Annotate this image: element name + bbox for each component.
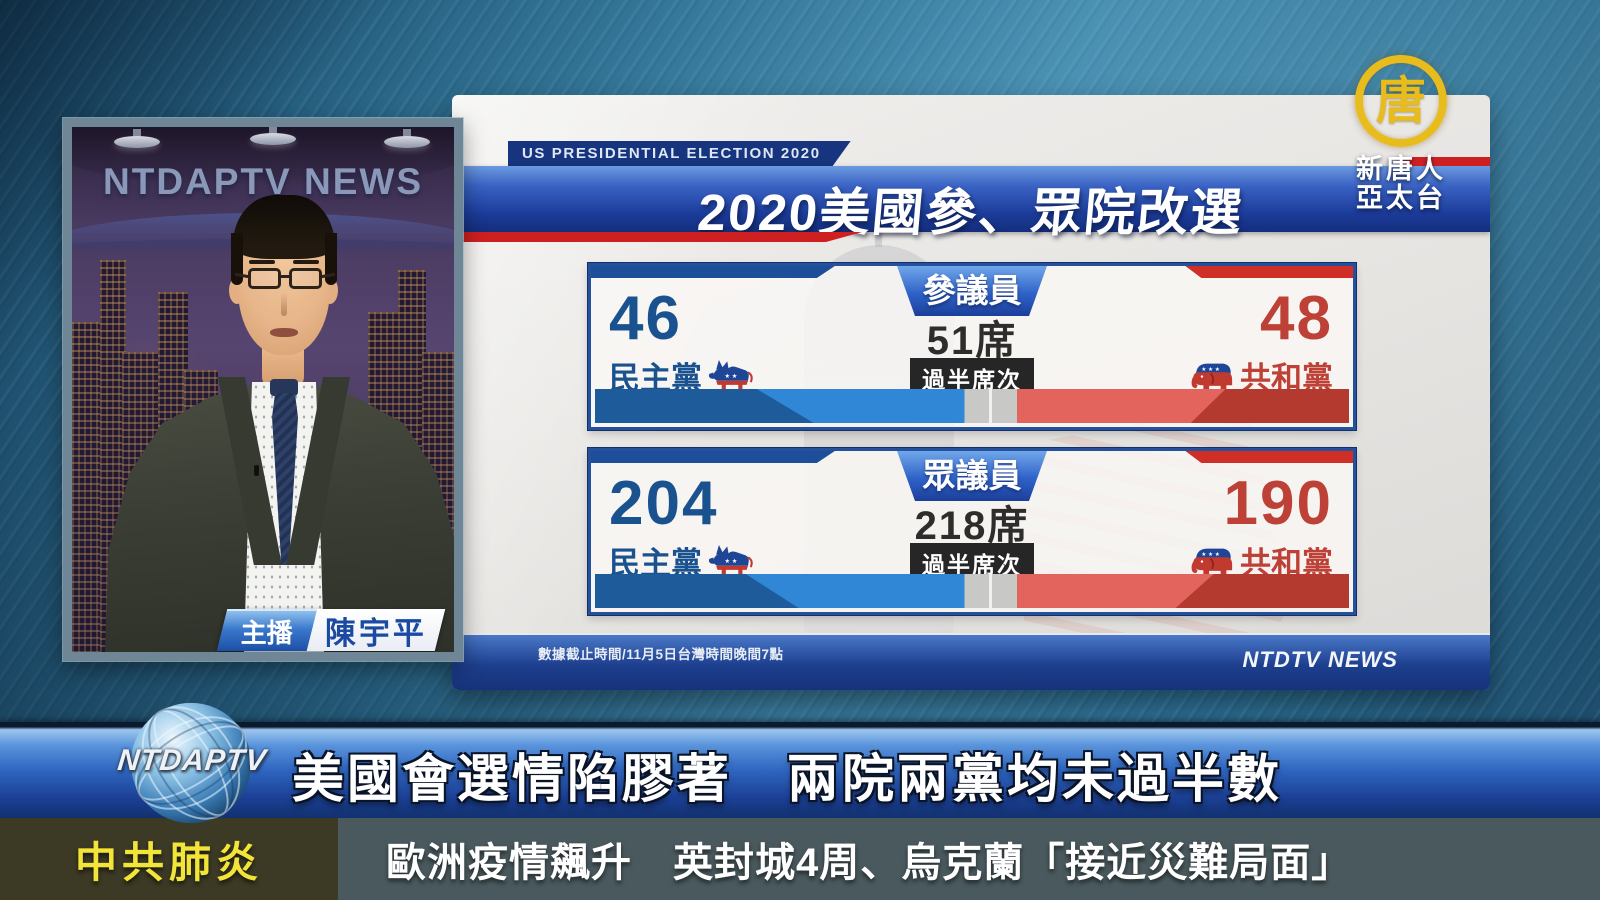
studio-backdrop-brand: NTDAPTV NEWS [72,161,454,203]
anchor-video-window: NTDAPTV NEWS [62,117,464,662]
anchor-mouth [270,328,298,337]
glasses-icon [289,268,322,289]
anchor-hair [231,195,337,285]
majority-seats: 51席 [926,319,1018,363]
bar-divider [988,574,992,608]
kicker-tag: US PRESIDENTIAL ELECTION 2020 [508,141,851,166]
democrat-donkey-icon: ★ ★ [708,545,753,579]
rep-corner-band [1185,266,1353,278]
office-header: 眾議員 [897,451,1047,501]
anchor-tie [270,379,298,396]
republican-elephant-icon: ★ ★ ★ [1191,548,1233,578]
rep-bar-segment [1175,574,1349,608]
channel-bug-icon: 唐 [1355,55,1447,147]
anchor-eyebrow [249,260,275,264]
glasses-icon [248,268,281,289]
channel-bug: 唐 新唐人 亞太台 [1336,55,1466,213]
studio-light-icon [384,129,430,148]
election-graphic-board: US PRESIDENTIAL ELECTION 2020 2020美國參、眾院… [452,95,1490,690]
news-ticker: 中共肺炎 歐洲疫情飆升 英封城4周、烏克蘭「接近災難局面」 [0,818,1600,900]
bug-glyph: 唐 [1376,73,1426,129]
bar-divider [988,389,992,423]
anchor-eyebrow [293,260,319,264]
graphic-footer-band: 數據截止時間/11月5日台灣時間晚間7點 NTDTV NEWS [452,633,1490,690]
house-panel: 眾議員 204 民主黨 ★ ★ 218席 過半席次 190 [588,448,1356,615]
channel-name: 新唐人 亞太台 [1336,154,1466,214]
dem-seat-count: 46 [609,284,682,353]
svg-text:★ ★ ★: ★ ★ ★ [1201,551,1220,558]
ticker-category: 中共肺炎 [0,818,338,900]
rep-bar-segment [1190,389,1349,423]
anchor-nameplate: 主播 陳宇平 [216,609,446,651]
svg-text:★ ★: ★ ★ [724,373,737,380]
title-band: 2020美國參、眾院改選 [452,166,1490,241]
rep-corner-band [1185,451,1353,463]
dem-bar-segment [595,574,799,608]
seat-bar [595,574,1349,608]
dem-seat-count: 204 [609,469,719,538]
anchor-video: NTDAPTV NEWS [72,127,454,652]
channel-name-line1: 新唐人 [1356,154,1446,184]
ticker-category-text: 中共肺炎 [74,838,263,886]
majority-seats: 218席 [914,504,1030,548]
senate-panel: 參議員 46 民主黨 ★ ★ 51席 過半席次 48 [588,263,1356,430]
studio-light-icon [250,127,296,145]
red-accent-stripe [452,232,862,242]
rep-seat-count: 190 [1223,469,1333,538]
graphic-brand: NTDTV NEWS [1242,647,1398,672]
globe-brand-text: NTDAPTV [115,744,269,777]
dem-bar-segment [595,389,814,423]
glasses-bridge [280,275,290,278]
svg-text:★ ★: ★ ★ [724,558,737,565]
seat-bar [595,389,1349,423]
anchor-nose [281,292,287,316]
svg-text:★ ★ ★: ★ ★ ★ [1201,366,1220,373]
ticker-headline: 歐洲疫情飆升 英封城4周、烏克蘭「接近災難局面」 [338,818,1600,900]
red-accent-stripe [1402,157,1490,166]
rep-seat-count: 48 [1260,284,1333,353]
data-cutoff-note: 數據截止時間/11月5日台灣時間晚間7點 [538,647,784,662]
republican-elephant-icon: ★ ★ ★ [1191,363,1233,393]
anchor-name: 陳宇平 [306,609,446,651]
channel-name-line2: 亞太台 [1356,183,1446,214]
office-header: 參議員 [897,266,1047,316]
headline-text: 美國會選情陷膠著 兩院兩黨均未過半數 [292,751,1283,809]
dem-corner-band [591,266,835,278]
lapel-mic-icon [254,465,259,476]
studio-light-icon [114,129,160,148]
anchor-role-badge: 主播 [216,609,318,651]
headline-banner: 美國會選情陷膠著 兩院兩黨均未過半數 [0,722,1600,818]
ticker-headline-text: 歐洲疫情飆升 英封城4周、烏克蘭「接近災難局面」 [386,841,1353,885]
dem-corner-band [591,451,835,463]
globe-icon [130,702,252,824]
